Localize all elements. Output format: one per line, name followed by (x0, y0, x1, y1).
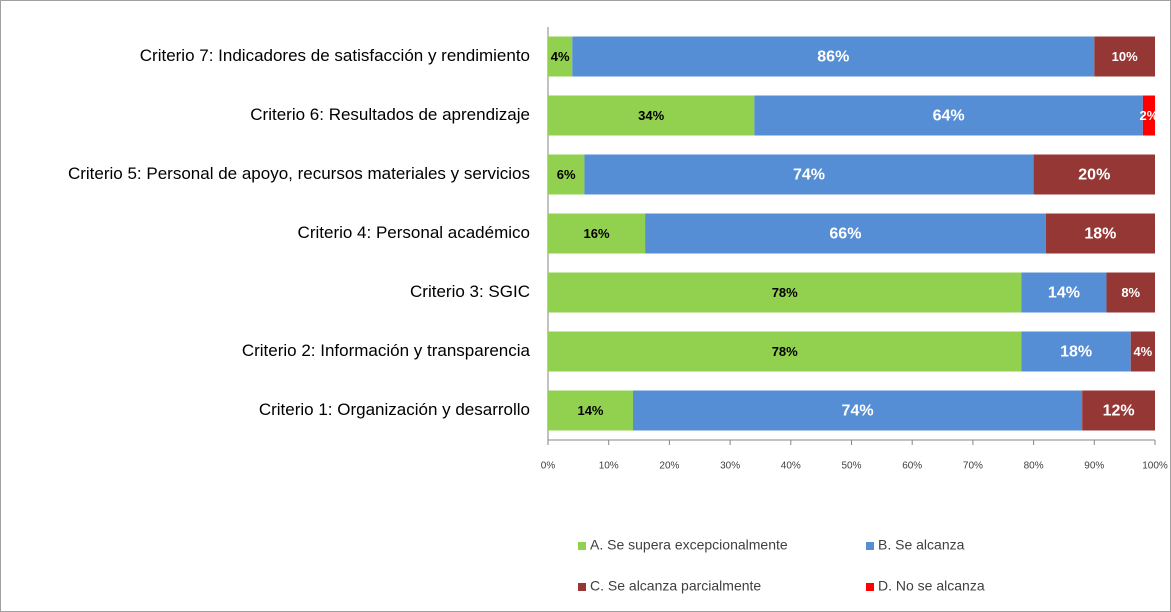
legend-label: C. Se alcanza parcialmente (590, 578, 761, 594)
x-tick-label: 100% (1142, 461, 1168, 472)
bar-segment (548, 36, 573, 77)
data-label: 4% (551, 49, 570, 64)
bar-segment (1130, 331, 1155, 372)
legend-swatch (866, 583, 874, 591)
data-label: 78% (772, 344, 798, 359)
x-tick-label: 80% (1024, 461, 1044, 472)
bar-segment (548, 390, 633, 431)
bar-segment (645, 213, 1046, 254)
data-label: 6% (557, 167, 576, 182)
data-label: 14% (1048, 285, 1080, 302)
bar-segment (1045, 213, 1155, 254)
legend-swatch (578, 542, 586, 550)
data-label: 74% (793, 167, 825, 184)
x-tick-label: 0% (541, 461, 556, 472)
data-label: 10% (1112, 49, 1138, 64)
bar-segment (584, 154, 1034, 195)
legend-swatch (866, 542, 874, 550)
data-label: 2% (1140, 108, 1159, 123)
data-label: 18% (1060, 344, 1092, 361)
data-label: 8% (1121, 285, 1140, 300)
y-tick-label: Criterio 4: Personal académico (298, 223, 530, 242)
y-tick-label: Criterio 5: Personal de apoyo, recursos … (68, 164, 530, 183)
x-tick-label: 10% (599, 461, 619, 472)
data-label: 74% (842, 403, 874, 420)
bar-segment (1142, 95, 1155, 136)
x-tick-label: 70% (963, 461, 983, 472)
bar-segment (548, 95, 755, 136)
data-label: 78% (772, 285, 798, 300)
data-label: 64% (933, 108, 965, 125)
bar-segment (1106, 272, 1155, 313)
data-label: 66% (829, 226, 861, 243)
data-label: 20% (1078, 167, 1110, 184)
legend-swatch (578, 583, 586, 591)
x-tick-label: 20% (659, 461, 679, 472)
legend-label: A. Se supera excepcionalmente (590, 537, 788, 553)
bar-segment (1094, 36, 1155, 77)
data-label: 18% (1084, 226, 1116, 243)
x-tick-label: 40% (781, 461, 801, 472)
x-tick-label: 30% (720, 461, 740, 472)
bar-segment (754, 95, 1143, 136)
y-tick-label: Criterio 7: Indicadores de satisfacción … (140, 46, 530, 65)
bar-segment (548, 331, 1022, 372)
bar-segment (1033, 154, 1155, 195)
data-label: 14% (577, 403, 603, 418)
x-tick-label: 60% (902, 461, 922, 472)
data-label: 34% (638, 108, 664, 123)
data-label: 4% (1133, 344, 1152, 359)
bar-segment (632, 390, 1083, 431)
y-tick-label: Criterio 1: Organización y desarrollo (259, 400, 530, 419)
y-tick-label: Criterio 2: Información y transparencia (242, 341, 531, 360)
bar-segment (548, 272, 1022, 313)
bar-segment (572, 36, 1095, 77)
x-tick-label: 50% (841, 461, 861, 472)
bar-segment (1021, 272, 1107, 313)
data-label: 12% (1103, 403, 1135, 420)
data-label: 86% (817, 49, 849, 66)
data-label: 16% (584, 226, 610, 241)
legend-label: B. Se alcanza (878, 537, 965, 553)
y-tick-label: Criterio 6: Resultados de aprendizaje (250, 105, 530, 124)
y-tick-label: Criterio 3: SGIC (410, 282, 530, 301)
bar-segment (1082, 390, 1155, 431)
x-tick-label: 90% (1084, 461, 1104, 472)
legend-label: D. No se alcanza (878, 578, 985, 594)
bar-segment (548, 154, 585, 195)
bar-segment (548, 213, 646, 254)
bar-segment (1021, 331, 1131, 372)
